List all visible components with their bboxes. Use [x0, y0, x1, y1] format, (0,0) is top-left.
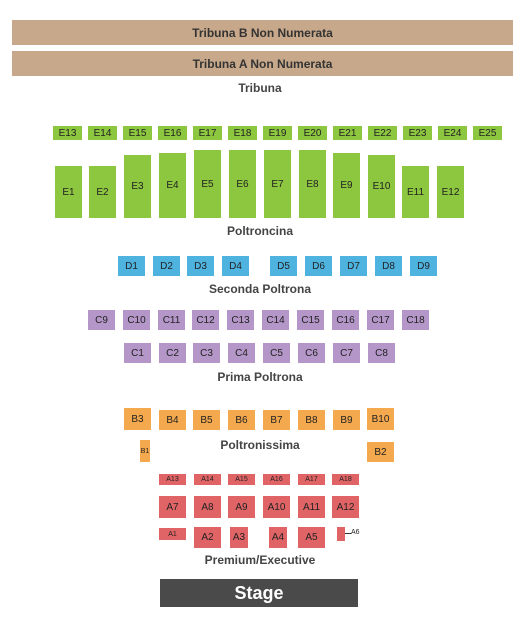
section-a9[interactable]: A9: [228, 496, 255, 518]
section-e19[interactable]: E19: [263, 126, 292, 140]
section-e8[interactable]: E8: [299, 150, 326, 218]
section-a6-block[interactable]: [337, 527, 345, 541]
section-c13[interactable]: C13: [227, 310, 254, 330]
section-e22[interactable]: E22: [368, 126, 397, 140]
section-c9[interactable]: C9: [88, 310, 115, 330]
section-b9[interactable]: B9: [333, 410, 360, 430]
section-c10[interactable]: C10: [123, 310, 150, 330]
prima-poltrona-label: Prima Poltrona: [217, 370, 303, 384]
section-e1[interactable]: E1: [55, 166, 82, 218]
tribuna-a-banner[interactable]: Tribuna A Non Numerata: [12, 51, 513, 76]
section-c8[interactable]: C8: [368, 343, 395, 363]
section-c4[interactable]: C4: [228, 343, 255, 363]
seconda-poltrona-label: Seconda Poltrona: [208, 282, 312, 296]
tribuna-b-banner[interactable]: Tribuna B Non Numerata: [12, 20, 513, 45]
section-a1[interactable]: A1: [159, 528, 186, 540]
section-b4[interactable]: B4: [159, 410, 186, 430]
section-a15[interactable]: A15: [228, 474, 255, 485]
section-e11[interactable]: E11: [402, 166, 429, 218]
section-c1[interactable]: C1: [124, 343, 151, 363]
section-e2[interactable]: E2: [89, 166, 116, 218]
section-a17[interactable]: A17: [298, 474, 325, 485]
section-d9[interactable]: D9: [410, 256, 437, 276]
section-e4[interactable]: E4: [159, 153, 186, 218]
section-a5[interactable]: A5: [298, 527, 325, 548]
section-a2[interactable]: A2: [194, 527, 221, 548]
section-b5[interactable]: B5: [193, 410, 220, 430]
section-e17[interactable]: E17: [193, 126, 222, 140]
section-d5[interactable]: D5: [270, 256, 297, 276]
section-b3[interactable]: B3: [124, 408, 151, 430]
section-a18[interactable]: A18: [332, 474, 359, 485]
poltronissima-label: Poltronissima: [220, 438, 300, 452]
section-e7[interactable]: E7: [264, 150, 291, 218]
section-e15[interactable]: E15: [123, 126, 152, 140]
section-c15[interactable]: C15: [297, 310, 324, 330]
section-e12[interactable]: E12: [437, 166, 464, 218]
section-d7[interactable]: D7: [340, 256, 367, 276]
section-b7[interactable]: B7: [263, 410, 290, 430]
section-c11[interactable]: C11: [158, 310, 185, 330]
section-d2[interactable]: D2: [153, 256, 180, 276]
stage: Stage: [160, 579, 358, 607]
section-e16[interactable]: E16: [158, 126, 187, 140]
section-e6[interactable]: E6: [229, 150, 256, 218]
section-b1[interactable]: B1: [140, 440, 150, 462]
poltroncina-label: Poltroncina: [226, 224, 293, 238]
section-e5[interactable]: E5: [194, 150, 221, 218]
premium-executive-label: Premium/Executive: [204, 553, 316, 567]
section-c12[interactable]: C12: [192, 310, 219, 330]
section-c18[interactable]: C18: [402, 310, 429, 330]
section-a11[interactable]: A11: [298, 496, 325, 518]
section-e18[interactable]: E18: [228, 126, 257, 140]
section-a7[interactable]: A7: [159, 496, 186, 518]
section-e20[interactable]: E20: [298, 126, 327, 140]
section-d6[interactable]: D6: [305, 256, 332, 276]
section-e25[interactable]: E25: [473, 126, 502, 140]
section-c7[interactable]: C7: [333, 343, 360, 363]
section-e23[interactable]: E23: [403, 126, 432, 140]
section-c3[interactable]: C3: [193, 343, 220, 363]
section-a16[interactable]: A16: [263, 474, 290, 485]
section-c6[interactable]: C6: [298, 343, 325, 363]
section-e3[interactable]: E3: [124, 155, 151, 218]
section-e24[interactable]: E24: [438, 126, 467, 140]
section-b8[interactable]: B8: [298, 410, 325, 430]
section-e10[interactable]: E10: [368, 155, 395, 218]
section-d3[interactable]: D3: [187, 256, 214, 276]
section-a10[interactable]: A10: [263, 496, 290, 518]
section-d4[interactable]: D4: [222, 256, 249, 276]
section-c5[interactable]: C5: [263, 343, 290, 363]
section-b6[interactable]: B6: [228, 410, 255, 430]
section-c14[interactable]: C14: [262, 310, 289, 330]
section-a14[interactable]: A14: [194, 474, 221, 485]
section-b2[interactable]: B2: [367, 442, 394, 462]
section-a6-leader-line: [345, 533, 351, 534]
section-d1[interactable]: D1: [118, 256, 145, 276]
section-e21[interactable]: E21: [333, 126, 362, 140]
tribuna-label: Tribuna: [238, 81, 282, 95]
section-e13[interactable]: E13: [53, 126, 82, 140]
section-a3[interactable]: A3: [230, 527, 248, 548]
section-a4[interactable]: A4: [269, 527, 287, 548]
section-c16[interactable]: C16: [332, 310, 359, 330]
section-a12[interactable]: A12: [332, 496, 359, 518]
section-c17[interactable]: C17: [367, 310, 394, 330]
section-b10[interactable]: B10: [367, 408, 394, 430]
section-a6-label: A6: [351, 529, 360, 536]
section-c2[interactable]: C2: [159, 343, 186, 363]
section-e14[interactable]: E14: [88, 126, 117, 140]
section-e9[interactable]: E9: [333, 153, 360, 218]
section-a13[interactable]: A13: [159, 474, 186, 485]
section-a8[interactable]: A8: [194, 496, 221, 518]
section-d8[interactable]: D8: [375, 256, 402, 276]
